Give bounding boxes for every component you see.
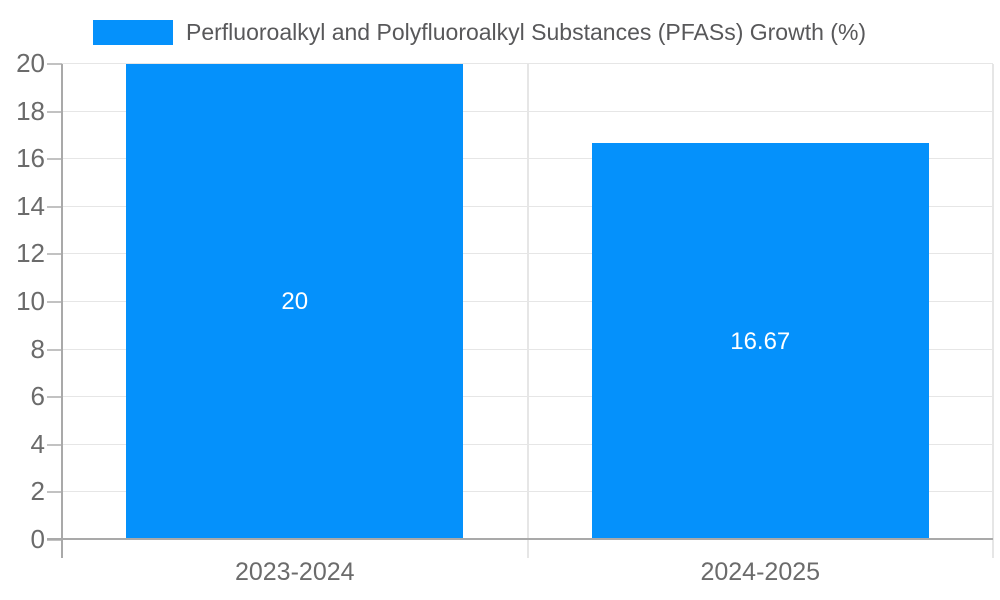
y-axis-tick: [47, 443, 62, 446]
y-tick-label: 4: [30, 428, 45, 459]
y-axis-tick: [47, 396, 62, 399]
y-axis-tick: [47, 110, 62, 113]
y-tick-label: 18: [16, 95, 45, 126]
y-tick-label: 20: [16, 47, 45, 78]
x-category-label: 2023-2024: [234, 557, 355, 586]
legend-label: Perfluoroalkyl and Polyfluoroalkyl Subst…: [186, 18, 867, 45]
x-axis-line: [47, 538, 993, 540]
y-axis-tick: [47, 205, 62, 208]
y-axis-tick: [47, 63, 62, 65]
bar-value-label: 16.67: [730, 327, 791, 355]
y-tick-label: 6: [30, 381, 45, 412]
y-axis-tick: [47, 539, 62, 541]
y-axis-tick: [47, 253, 62, 256]
category-separator: [526, 64, 529, 558]
y-axis-tick: [47, 158, 62, 161]
y-axis-line: [61, 64, 63, 558]
y-axis-tick: [47, 301, 62, 303]
y-tick-label: 2: [30, 476, 45, 507]
plot-right-border: [992, 64, 994, 558]
legend: Perfluoroalkyl and Polyfluoroalkyl Subst…: [93, 14, 866, 50]
y-tick-label: 0: [30, 523, 45, 554]
legend-swatch-icon: [93, 19, 173, 45]
y-tick-label: 16: [16, 143, 45, 174]
y-tick-label: 12: [16, 238, 45, 269]
y-tick-label: 8: [30, 333, 45, 364]
gridline: [62, 63, 993, 64]
bar: [591, 143, 929, 540]
bar-value-label: 20: [281, 288, 309, 315]
y-tick-label: 10: [16, 285, 45, 316]
x-category-label: 2024-2025: [700, 557, 821, 586]
y-axis-tick: [47, 491, 62, 494]
y-tick-label: 14: [16, 190, 45, 221]
bar: [126, 64, 464, 540]
y-axis-tick: [47, 348, 62, 351]
